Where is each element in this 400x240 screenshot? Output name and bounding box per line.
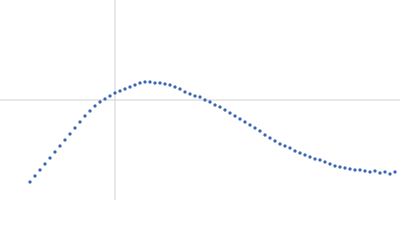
point (228, 111, 232, 115)
point (283, 144, 287, 148)
point (273, 139, 277, 143)
point (213, 103, 217, 107)
point (348, 167, 352, 171)
point (123, 87, 127, 91)
point (103, 97, 107, 101)
point (38, 168, 42, 172)
point (308, 155, 312, 159)
point (388, 172, 392, 176)
point (268, 136, 272, 140)
point (168, 83, 172, 87)
point (258, 129, 262, 133)
point (98, 100, 102, 104)
point (223, 108, 227, 112)
point (138, 81, 142, 85)
point (248, 123, 252, 127)
point (178, 87, 182, 91)
point (358, 168, 362, 172)
point (48, 156, 52, 160)
point (43, 162, 47, 166)
point (263, 133, 267, 137)
point (338, 165, 342, 169)
point (153, 81, 157, 85)
point (68, 132, 72, 136)
point (293, 149, 297, 153)
point (193, 94, 197, 98)
point (218, 105, 222, 109)
point (148, 80, 152, 84)
page: (() => { const data = JSON.parse(documen… (0, 0, 400, 200)
point (58, 144, 62, 148)
point (198, 95, 202, 99)
point (33, 174, 37, 178)
point (108, 94, 112, 98)
point (113, 91, 117, 95)
point (303, 153, 307, 157)
point (288, 146, 292, 150)
point (183, 90, 187, 94)
point (313, 157, 317, 161)
point (323, 160, 327, 164)
point (63, 138, 67, 142)
point (28, 180, 32, 184)
point (238, 117, 242, 121)
point (368, 170, 372, 174)
point (188, 92, 192, 96)
point (158, 81, 162, 85)
point (253, 126, 257, 130)
point (363, 169, 367, 173)
point (393, 170, 397, 174)
point (88, 109, 92, 113)
point (318, 158, 322, 162)
point (298, 151, 302, 155)
point (163, 82, 167, 86)
point (118, 89, 122, 93)
point (173, 85, 177, 89)
point (378, 171, 382, 175)
point (143, 80, 147, 84)
chart (0, 0, 400, 200)
point (78, 120, 82, 124)
point (93, 104, 97, 108)
point (208, 100, 212, 104)
point (373, 169, 377, 173)
point (328, 162, 332, 166)
point (383, 170, 387, 174)
point (53, 150, 57, 154)
point (333, 164, 337, 168)
point (203, 98, 207, 102)
point (243, 120, 247, 124)
point (343, 166, 347, 170)
point (73, 126, 77, 130)
point (278, 142, 282, 146)
point (128, 85, 132, 89)
point (133, 83, 137, 87)
point (83, 114, 87, 118)
point (233, 114, 237, 118)
point (353, 168, 357, 172)
